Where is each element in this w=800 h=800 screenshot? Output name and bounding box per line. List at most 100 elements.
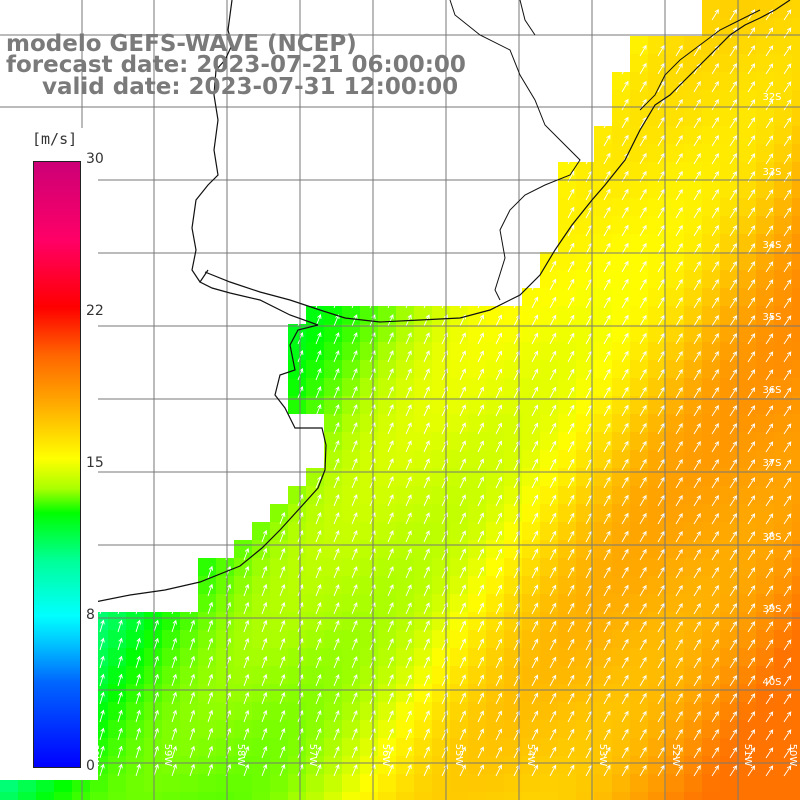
wind-arrow: [405, 458, 412, 471]
wind-arrow: [675, 764, 683, 777]
wind-cell: [288, 576, 306, 594]
wind-arrow: [207, 637, 214, 651]
wind-cell: [576, 558, 594, 576]
wind-arrow: [153, 601, 159, 615]
wind-cell: [738, 738, 756, 756]
wind-arrow: [387, 440, 394, 453]
wind-cell: [486, 774, 504, 792]
wind-arrow: [729, 405, 737, 417]
wind-cell: [126, 720, 144, 738]
wind-cell: [324, 306, 342, 324]
wind-cell: [756, 738, 774, 756]
wind-cell: [684, 126, 702, 144]
wind-cell: [342, 468, 360, 486]
wind-cell: [540, 666, 558, 684]
wind-arrow: [711, 711, 719, 723]
wind-arrow: [765, 261, 774, 273]
wind-arrow: [99, 601, 105, 615]
wind-cell: [576, 576, 594, 594]
wind-cell: [522, 324, 540, 342]
wind-cell: [522, 486, 540, 504]
wind-cell: [522, 558, 540, 576]
wind-arrow: [351, 530, 358, 543]
wind-cell: [720, 360, 738, 378]
wind-arrow: [477, 620, 484, 633]
wind-arrow: [567, 728, 575, 741]
wind-arrow: [477, 566, 484, 579]
wind-cell: [288, 396, 306, 414]
wind-cell: [756, 288, 774, 306]
wind-arrow: [621, 368, 629, 381]
wind-cell: [702, 576, 720, 594]
wind-arrow: [729, 729, 737, 741]
wind-cell: [396, 450, 414, 468]
wind-arrow: [657, 296, 665, 309]
wind-cell: [702, 270, 720, 288]
wind-cell: [684, 576, 702, 594]
wind-arrow: [693, 242, 701, 255]
wind-cell: [612, 486, 630, 504]
wind-arrow: [747, 675, 756, 687]
wind-cell: [396, 756, 414, 774]
wind-cell: [774, 198, 792, 216]
wind-cell: [630, 108, 648, 126]
wind-cell: [234, 648, 252, 666]
wind-arrow: [747, 63, 756, 75]
wind-arrow: [729, 441, 737, 453]
wind-cell: [378, 720, 396, 738]
wind-arrow: [765, 81, 774, 93]
wind-arrow: [261, 601, 268, 615]
wind-cell: [342, 594, 360, 612]
wind-cell: [576, 684, 594, 702]
wind-arrow: [531, 332, 539, 345]
wind-arrow: [99, 709, 105, 723]
wind-arrow: [621, 638, 629, 651]
wind-cell: [216, 630, 234, 648]
wind-arrow: [711, 603, 719, 615]
wind-cell: [792, 450, 800, 468]
wind-arrow: [747, 711, 756, 723]
wind-arrow: [351, 458, 358, 471]
wind-cell: [792, 486, 800, 504]
wind-arrow: [423, 548, 430, 561]
wind-cell: [288, 756, 306, 774]
wind-cell: [684, 144, 702, 162]
wind-cell: [306, 702, 324, 720]
wind-arrow: [405, 584, 412, 597]
wind-cell: [648, 576, 666, 594]
wind-cell: [648, 36, 666, 54]
wind-arrow: [549, 548, 557, 561]
wind-cell: [540, 324, 558, 342]
wind-arrow: [351, 584, 358, 597]
wind-arrow: [783, 747, 792, 759]
wind-cell: [774, 162, 792, 180]
wind-arrow: [693, 314, 701, 327]
wind-cell: [630, 558, 648, 576]
wind-arrow: [747, 153, 756, 165]
wind-cell: [324, 612, 342, 630]
wind-cell: [324, 792, 342, 800]
wind-arrow: [603, 134, 611, 147]
wind-arrow: [495, 710, 502, 723]
wind-cell: [216, 576, 234, 594]
wind-arrow: [405, 350, 412, 363]
wind-cell: [648, 216, 666, 234]
wind-cell: [666, 288, 684, 306]
wind-cell: [144, 720, 162, 738]
wind-cell: [486, 792, 504, 800]
wind-cell: [738, 594, 756, 612]
wind-arrow: [765, 405, 774, 417]
wind-cell: [684, 630, 702, 648]
wind-cell: [684, 216, 702, 234]
wind-arrow: [765, 423, 774, 435]
wind-cell: [342, 774, 360, 792]
wind-arrow: [621, 62, 629, 75]
wind-cell: [108, 648, 126, 666]
wind-arrow: [495, 764, 502, 777]
wind-arrow: [747, 603, 756, 615]
wind-cell: [612, 468, 630, 486]
wind-arrow: [261, 727, 268, 741]
wind-arrow: [765, 387, 774, 399]
wind-cell: [666, 450, 684, 468]
wind-cell: [738, 378, 756, 396]
